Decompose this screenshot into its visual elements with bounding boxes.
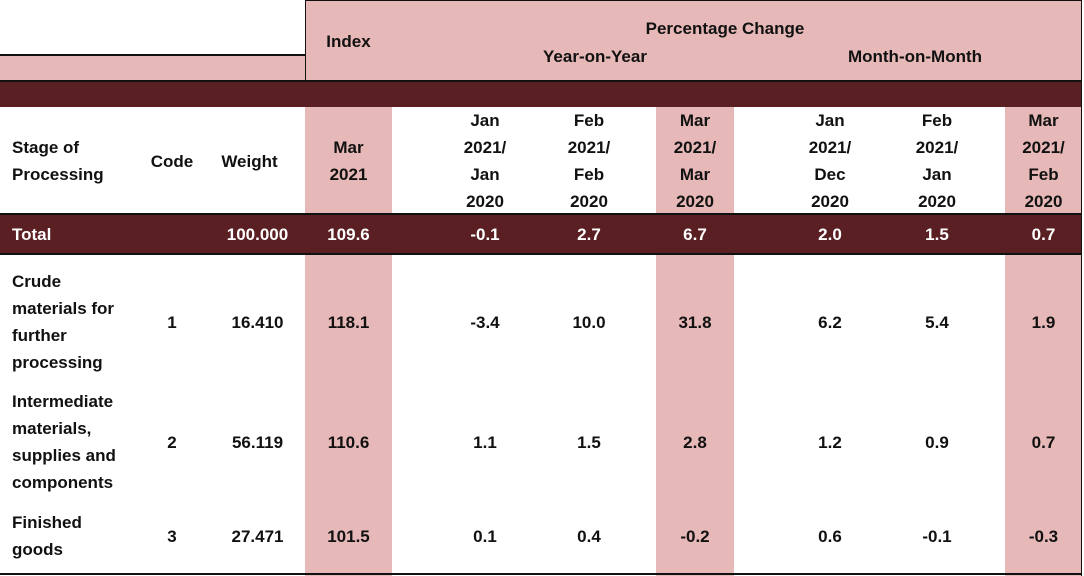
yoy3-column-header: Mar 2021/ Mar 2020: [673, 111, 717, 211]
row-3-index: 101.5: [327, 526, 370, 546]
total-row-band: [0, 215, 1082, 254]
total-yoy3: 6.7: [683, 225, 707, 244]
rule-header-bottom: [0, 80, 1082, 82]
yoy2-column-header: Feb 2021/ Feb 2020: [567, 111, 611, 211]
spacer-band: [0, 81, 1082, 107]
rule-total-top: [0, 213, 1082, 215]
row-3-mom3: -0.3: [1028, 526, 1059, 546]
rule-top-right: [305, 0, 1082, 1]
total-weight: 100.000: [226, 225, 289, 244]
row-1-yoy1: -3.4: [470, 312, 500, 332]
row-1-label: Crude materials for further processing: [12, 272, 115, 372]
row-1-mom2: 5.4: [925, 312, 949, 332]
row-2-code: 2: [167, 432, 177, 452]
mom2-column-header: Feb 2021/ Jan 2020: [915, 111, 959, 211]
rule-bottom: [0, 573, 1082, 575]
row-3-yoy1: 0.1: [473, 526, 497, 546]
weight-column-header: Weight: [221, 151, 278, 171]
row-2-yoy2: 1.5: [577, 432, 601, 452]
total-mom2: 1.5: [925, 225, 949, 244]
code-column-header: Code: [150, 151, 194, 171]
total-yoy2: 2.7: [577, 225, 601, 244]
row-2-weight: 56.119: [231, 432, 284, 452]
total-yoy1: -0.1: [470, 225, 500, 244]
index-period-header: Mar 2021: [329, 138, 368, 184]
row-2-mom2: 0.9: [925, 432, 949, 452]
total-mom1: 2.0: [818, 225, 842, 244]
header-band-left: [0, 56, 305, 81]
row-3-mom2: -0.1: [922, 526, 952, 546]
total-label: Total: [12, 225, 52, 244]
total-mom3: 0.7: [1031, 225, 1056, 244]
yoy3-column-shade: [656, 107, 734, 576]
row-2-yoy1: 1.1: [473, 432, 497, 452]
rule-total-bottom: [0, 253, 1082, 255]
rule-right-edge: [1081, 0, 1082, 576]
row-2-mom3: 0.7: [1031, 432, 1056, 452]
row-2-yoy3: 2.8: [683, 432, 707, 452]
index-column-shade: [305, 107, 392, 576]
yoy-header: Year-on-Year: [543, 47, 647, 66]
row-3-mom1: 0.6: [818, 526, 842, 546]
percentage-change-header: Percentage Change: [645, 19, 805, 38]
index-header: Index: [326, 32, 371, 51]
rule-index-left: [305, 0, 306, 81]
row-3-yoy2: 0.4: [577, 526, 601, 546]
row-3-yoy3: -0.2: [680, 526, 710, 546]
row-3-label: Finished goods: [12, 513, 82, 559]
rule-top-left: [0, 54, 305, 56]
row-2-mom1: 1.2: [818, 432, 842, 452]
row-1-yoy3: 31.8: [678, 312, 712, 332]
total-index: 109.6: [327, 225, 370, 244]
mom1-column-header: Jan 2021/ Dec 2020: [808, 111, 852, 211]
row-1-mom3: 1.9: [1031, 312, 1056, 332]
header-band: [305, 0, 1082, 81]
row-1-weight: 16.410: [231, 312, 284, 332]
stage-column-header: Stage of Processing: [12, 138, 104, 184]
row-3-code: 3: [167, 526, 177, 546]
yoy1-column-header: Jan 2021/ Jan 2020: [463, 111, 507, 211]
row-2-label: Intermediate materials, supplies and com…: [12, 392, 116, 492]
row-3-weight: 27.471: [231, 526, 284, 546]
row-1-yoy2: 10.0: [572, 312, 606, 332]
row-1-index: 118.1: [327, 312, 370, 332]
row-1-code: 1: [167, 312, 177, 332]
mom3-column-header: Mar 2021/ Feb 2020: [1022, 111, 1065, 211]
mom3-column-shade: [1005, 107, 1082, 576]
row-1-mom1: 6.2: [818, 312, 842, 332]
row-2-index: 110.6: [327, 432, 370, 452]
mom-header: Month-on-Month: [847, 47, 983, 66]
